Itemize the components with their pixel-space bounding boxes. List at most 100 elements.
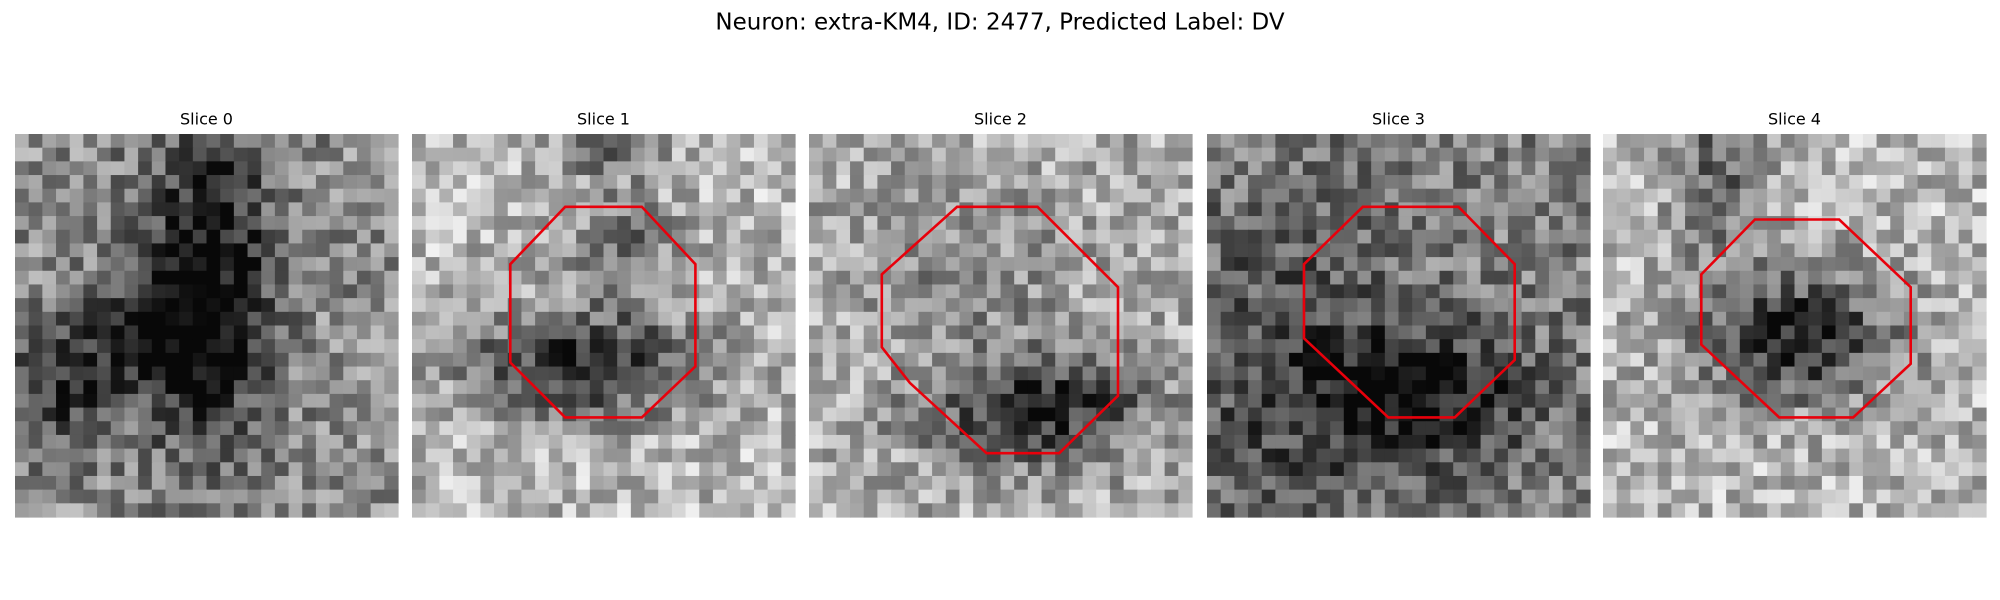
pixel xyxy=(1082,311,1097,327)
pixel xyxy=(1876,352,1891,368)
pixel xyxy=(384,188,399,203)
pixel xyxy=(1767,325,1782,340)
pixel xyxy=(261,421,276,436)
pixel xyxy=(850,311,865,327)
pixel xyxy=(1562,407,1577,422)
pixel xyxy=(1958,421,1973,436)
pixel xyxy=(1220,284,1235,299)
pixel xyxy=(877,147,892,162)
pixel xyxy=(425,216,440,231)
pixel xyxy=(1275,503,1290,518)
pixel xyxy=(562,503,577,518)
pixel xyxy=(904,407,920,422)
pixel xyxy=(151,257,167,272)
pixel xyxy=(1972,229,1987,245)
pixel xyxy=(630,257,646,272)
pixel xyxy=(220,421,235,436)
pixel xyxy=(1958,161,1973,176)
pixel xyxy=(1343,325,1359,340)
pixel xyxy=(1521,325,1536,340)
figure-title: Neuron: extra-KM4, ID: 2477, Predicted L… xyxy=(715,10,1284,36)
pixel xyxy=(42,325,57,340)
pixel xyxy=(1494,380,1509,395)
pixel xyxy=(110,188,126,203)
pixel xyxy=(480,161,495,176)
pixel xyxy=(1808,188,1823,203)
pixel xyxy=(548,134,564,149)
pixel xyxy=(28,475,43,491)
pixel xyxy=(753,503,769,518)
pixel xyxy=(507,161,523,176)
pixel xyxy=(1302,161,1318,176)
pixel xyxy=(1123,380,1138,395)
pixel xyxy=(370,175,385,190)
pixel xyxy=(1535,257,1550,272)
pixel xyxy=(1931,229,1946,245)
pixel xyxy=(1439,257,1454,272)
pixel xyxy=(1780,147,1796,162)
pixel xyxy=(1000,434,1015,450)
pixel xyxy=(165,421,180,436)
pixel xyxy=(1685,393,1700,409)
pixel xyxy=(1412,366,1427,381)
pixel xyxy=(15,284,30,299)
pixel xyxy=(973,475,988,491)
pixel xyxy=(1055,175,1070,190)
pixel xyxy=(1507,188,1523,203)
pixel xyxy=(1316,475,1331,491)
pixel xyxy=(1453,175,1468,190)
pixel xyxy=(83,475,98,491)
pixel xyxy=(1082,270,1097,286)
pixel xyxy=(1657,188,1672,203)
pixel xyxy=(412,489,427,504)
pixel xyxy=(1096,216,1111,231)
pixel xyxy=(453,257,468,272)
pixel xyxy=(261,489,276,504)
pixel xyxy=(1439,325,1454,340)
pixel xyxy=(1698,489,1714,504)
pixel xyxy=(1096,489,1111,504)
pixel xyxy=(1068,339,1084,354)
pixel xyxy=(1384,270,1400,286)
pixel xyxy=(1808,366,1823,381)
pixel xyxy=(726,352,741,368)
pixel xyxy=(891,284,906,299)
pixel xyxy=(1753,147,1768,162)
pixel xyxy=(973,352,988,368)
pixel xyxy=(658,202,673,217)
pixel xyxy=(589,448,605,463)
pixel xyxy=(1412,393,1427,409)
pixel xyxy=(1535,134,1550,149)
pixel xyxy=(781,175,796,190)
pixel xyxy=(15,380,30,395)
pixel xyxy=(1261,352,1276,368)
pixel xyxy=(712,243,728,258)
pixel xyxy=(617,147,632,162)
pixel xyxy=(247,202,262,217)
pixel xyxy=(42,366,57,381)
pixel xyxy=(1027,270,1043,286)
pixel xyxy=(247,175,262,190)
pixel xyxy=(1096,298,1111,313)
pixel xyxy=(740,298,755,313)
pixel xyxy=(1726,503,1741,518)
pixel xyxy=(863,407,878,422)
pixel xyxy=(1821,202,1837,217)
pixel xyxy=(836,475,851,491)
pixel xyxy=(891,298,906,313)
pixel xyxy=(329,311,344,327)
pixel xyxy=(315,352,331,368)
pixel xyxy=(1944,380,1960,395)
pixel xyxy=(877,421,892,436)
pixel xyxy=(1835,202,1850,217)
pixel xyxy=(1453,229,1468,245)
pixel xyxy=(1439,421,1454,436)
pixel xyxy=(165,339,180,354)
pixel xyxy=(329,325,344,340)
pixel xyxy=(343,366,358,381)
pixel xyxy=(233,202,249,217)
pixel xyxy=(247,188,262,203)
pixel xyxy=(959,270,974,286)
pixel xyxy=(1972,325,1987,340)
pixel xyxy=(1494,393,1509,409)
